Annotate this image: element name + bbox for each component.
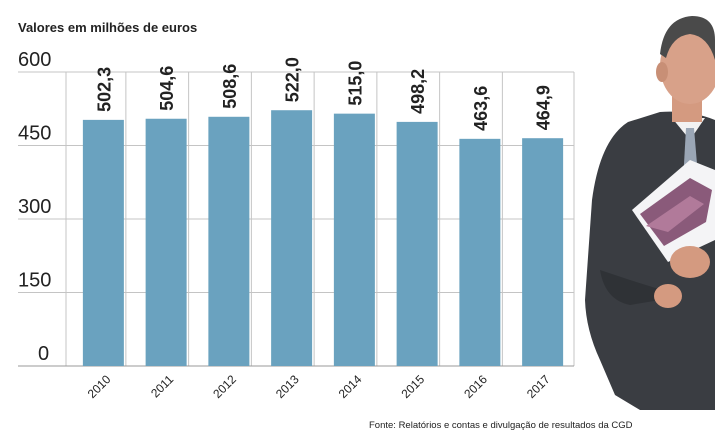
x-tick-label-2011: 2011 xyxy=(148,372,176,400)
y-tick-label: 450 xyxy=(18,123,51,145)
data-label-2015: 498,2 xyxy=(408,69,428,114)
x-tick-label-2017: 2017 xyxy=(524,372,553,401)
bar-2017 xyxy=(522,138,564,366)
person-photo xyxy=(585,16,715,411)
bar-2012 xyxy=(208,116,250,366)
x-tick-label-2014: 2014 xyxy=(336,372,365,401)
bar-2011 xyxy=(145,118,187,366)
data-label-2017: 464,9 xyxy=(534,85,554,130)
data-labels: 502,3 504,6 508,6 522,0 515,0 498,2 463,6 464,9 xyxy=(94,57,553,131)
data-label-2012: 508,6 xyxy=(220,64,240,109)
chart-subtitle: Valores em milhões de euros xyxy=(18,20,197,35)
x-axis-ticks: 2010 2011 2012 2013 2014 2015 2016 2017 xyxy=(85,372,553,401)
x-tick-label-2012: 2012 xyxy=(210,372,239,401)
bars xyxy=(82,110,564,367)
x-tick-label-2013: 2013 xyxy=(273,372,302,401)
y-tick-label: 150 xyxy=(18,270,51,292)
data-label-2014: 515,0 xyxy=(345,61,365,106)
x-tick-label-2010: 2010 xyxy=(85,372,114,401)
bar-2010 xyxy=(82,119,124,366)
bar-2014 xyxy=(333,113,375,367)
x-tick-label-2016: 2016 xyxy=(461,372,490,401)
y-tick-label: 300 xyxy=(18,196,51,218)
bar-2016 xyxy=(459,138,501,366)
y-tick-label: 0 xyxy=(38,343,49,365)
data-label-2016: 463,6 xyxy=(471,86,491,131)
data-label-2011: 504,6 xyxy=(157,66,177,111)
data-label-2010: 502,3 xyxy=(94,67,114,112)
y-axis-ticks: 0 150 300 450 600 xyxy=(18,49,51,365)
bar-2013 xyxy=(271,110,313,366)
source-note: Fonte: Relatórios e contas e divulgação … xyxy=(369,420,633,431)
data-label-2013: 522,0 xyxy=(283,57,303,102)
x-tick-label-2015: 2015 xyxy=(398,372,427,401)
y-tick-label: 600 xyxy=(18,49,51,71)
bar-2015 xyxy=(396,121,438,367)
